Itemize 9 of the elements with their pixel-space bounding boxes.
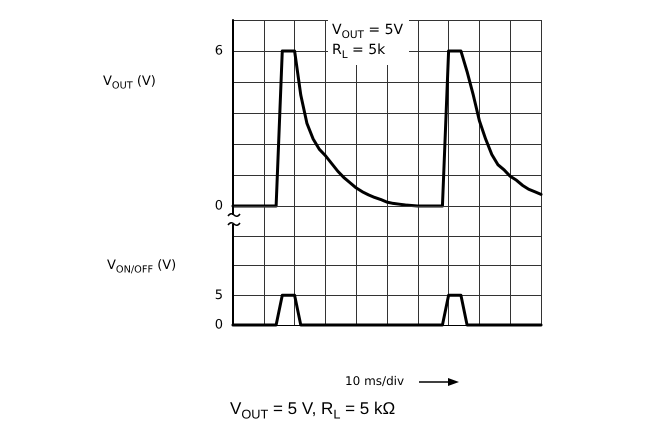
text: V$_{OUT}$ = 5V R$_{L}$ = 5k bbox=[332, 22, 404, 61]
y-tick-label: 6 bbox=[214, 44, 223, 58]
y-axis-title: V$_{OUT}$ (V) bbox=[103, 74, 156, 93]
text: V$_{OUT}$ = 5 V, R$_{L}$ = 5 kΩ bbox=[230, 398, 396, 422]
y-tick-label: 0 bbox=[214, 198, 223, 214]
y-tick-label: 5 bbox=[214, 288, 223, 303]
y-tick-label: 0 bbox=[214, 318, 223, 332]
y-axis-title: V$_{ON/OFF}$ (V) bbox=[107, 258, 176, 277]
text: 10 ms/div bbox=[345, 374, 404, 389]
